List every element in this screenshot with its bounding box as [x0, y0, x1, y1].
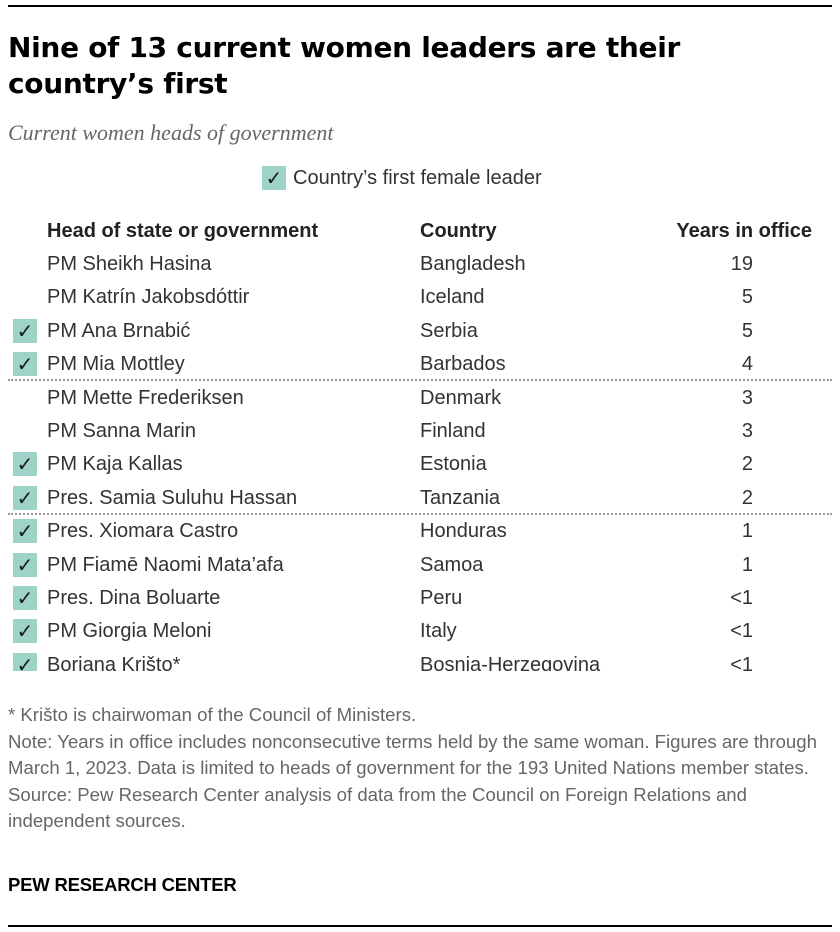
table-row: PM Mette Frederiksen Denmark 3 [0, 381, 840, 414]
leader-name: Pres. Samia Suluhu Hassan [47, 486, 298, 509]
checkmark-icon: ✓ [13, 619, 37, 644]
years-in-office: 3 [741, 386, 753, 409]
years-in-office: <1 [730, 653, 753, 671]
table-row: ✓ Borjana Krišto* Bosnia-Herzegovina <1 [0, 648, 840, 671]
top-rule [8, 5, 832, 7]
years-in-office: 5 [741, 319, 753, 342]
years-in-office: 2 [741, 486, 753, 509]
table-row: ✓ PM Kaja Kallas Estonia 2 [0, 447, 840, 480]
checkmark-icon: ✓ [262, 166, 286, 190]
legend-label: Country’s first female leader [293, 166, 542, 189]
checkmark-icon: ✓ [13, 652, 37, 671]
country-name: Iceland [420, 286, 485, 309]
leader-name: PM Fiamē Naomi Mata’afa [47, 553, 284, 576]
years-in-office: <1 [730, 620, 753, 643]
column-header-country: Country [420, 220, 497, 242]
table-body: PM Sheikh Hasina Bangladesh 19 PM Katrín Ja… [0, 247, 840, 671]
leader-name: PM Mia Mottley [47, 353, 185, 376]
leader-name: PM Sheikh Hasina [47, 253, 212, 275]
country-name: Tanzania [420, 486, 501, 509]
leader-name: PM Mette Frederiksen [47, 386, 244, 409]
leader-name: PM Katrín Jakobsdóttir [47, 286, 250, 309]
country-name: Italy [420, 620, 457, 643]
checkmark-icon: ✓ [13, 352, 37, 377]
years-in-office: 2 [741, 453, 753, 476]
checkmark-icon: ✓ [13, 552, 37, 577]
years-in-office: 1 [741, 520, 753, 543]
years-in-office: 5 [741, 286, 753, 309]
checkmark-icon: ✓ [13, 452, 37, 477]
column-header-years: Years in office [676, 220, 812, 242]
years-in-office: 3 [741, 419, 753, 442]
leader-name: Pres. Xiomara Castro [47, 520, 239, 543]
country-name: Honduras [420, 520, 507, 543]
years-in-office: <1 [730, 586, 753, 609]
notes: * Krišto is chairwoman of the Council of… [8, 702, 834, 835]
leader-name: PM Ana Brnabić [47, 319, 191, 342]
checkmark-icon: ✓ [13, 519, 37, 544]
checkmark-icon: ✓ [13, 585, 37, 610]
table-row: ✓ PM Ana Brnabić Serbia 5 [0, 314, 840, 347]
chart-title: Nine of 13 current women leaders are the… [8, 31, 681, 100]
country-name: Estonia [420, 453, 487, 476]
source-text: Source: Pew Research Center analysis of … [8, 783, 747, 832]
leader-name: Pres. Dina Boluarte [47, 586, 221, 609]
checkmark-icon: ✓ [13, 485, 37, 510]
table-row: ✓ Pres. Samia Suluhu Hassan Tanzania 2 [0, 481, 840, 514]
table-row: ✓ PM Giorgia Meloni Italy <1 [0, 614, 840, 647]
country-name: Serbia [420, 319, 478, 342]
chart-subtitle: Current women heads of government [8, 120, 334, 145]
country-name: Bosnia-Herzegovina [420, 653, 601, 671]
credit-logo-text: PEW RESEARCH CENTER [8, 874, 237, 895]
leader-name: PM Kaja Kallas [47, 453, 183, 476]
legend: ✓ Country’s first female leader [262, 165, 542, 191]
years-in-office: 19 [730, 253, 753, 275]
leader-name: PM Giorgia Meloni [47, 620, 212, 643]
country-name: Denmark [420, 386, 502, 409]
country-name: Peru [420, 586, 463, 609]
country-name: Finland [420, 419, 486, 442]
checkmark-icon: ✓ [13, 318, 37, 343]
table-row: ✓ Pres. Xiomara Castro Honduras 1 [0, 514, 840, 547]
group-divider [8, 379, 832, 381]
years-in-office: 1 [741, 553, 753, 576]
table-row: PM Sheikh Hasina Bangladesh 19 [0, 247, 840, 280]
leader-name: Borjana Krišto* [47, 653, 181, 671]
table-row: ✓ PM Mia Mottley Barbados 4 [0, 347, 840, 380]
note-text: Note: Years in office includes nonconsec… [8, 730, 817, 779]
column-header-name: Head of state or government [47, 220, 319, 242]
table-row: ✓ Pres. Dina Boluarte Peru <1 [0, 581, 840, 614]
table-row: ✓ PM Fiamē Naomi Mata’afa Samoa 1 [0, 548, 840, 581]
table-row: PM Katrín Jakobsdóttir Iceland 5 [0, 280, 840, 313]
country-name: Barbados [420, 353, 506, 376]
leader-name: PM Sanna Marin [47, 419, 196, 442]
country-name: Samoa [420, 553, 484, 576]
years-in-office: 4 [741, 353, 753, 376]
table-row: PM Sanna Marin Finland 3 [0, 414, 840, 447]
footnote: * Krišto is chairwoman of the Council of… [8, 704, 417, 725]
bottom-rule [8, 925, 832, 927]
group-divider [8, 513, 832, 515]
country-name: Bangladesh [420, 253, 526, 275]
